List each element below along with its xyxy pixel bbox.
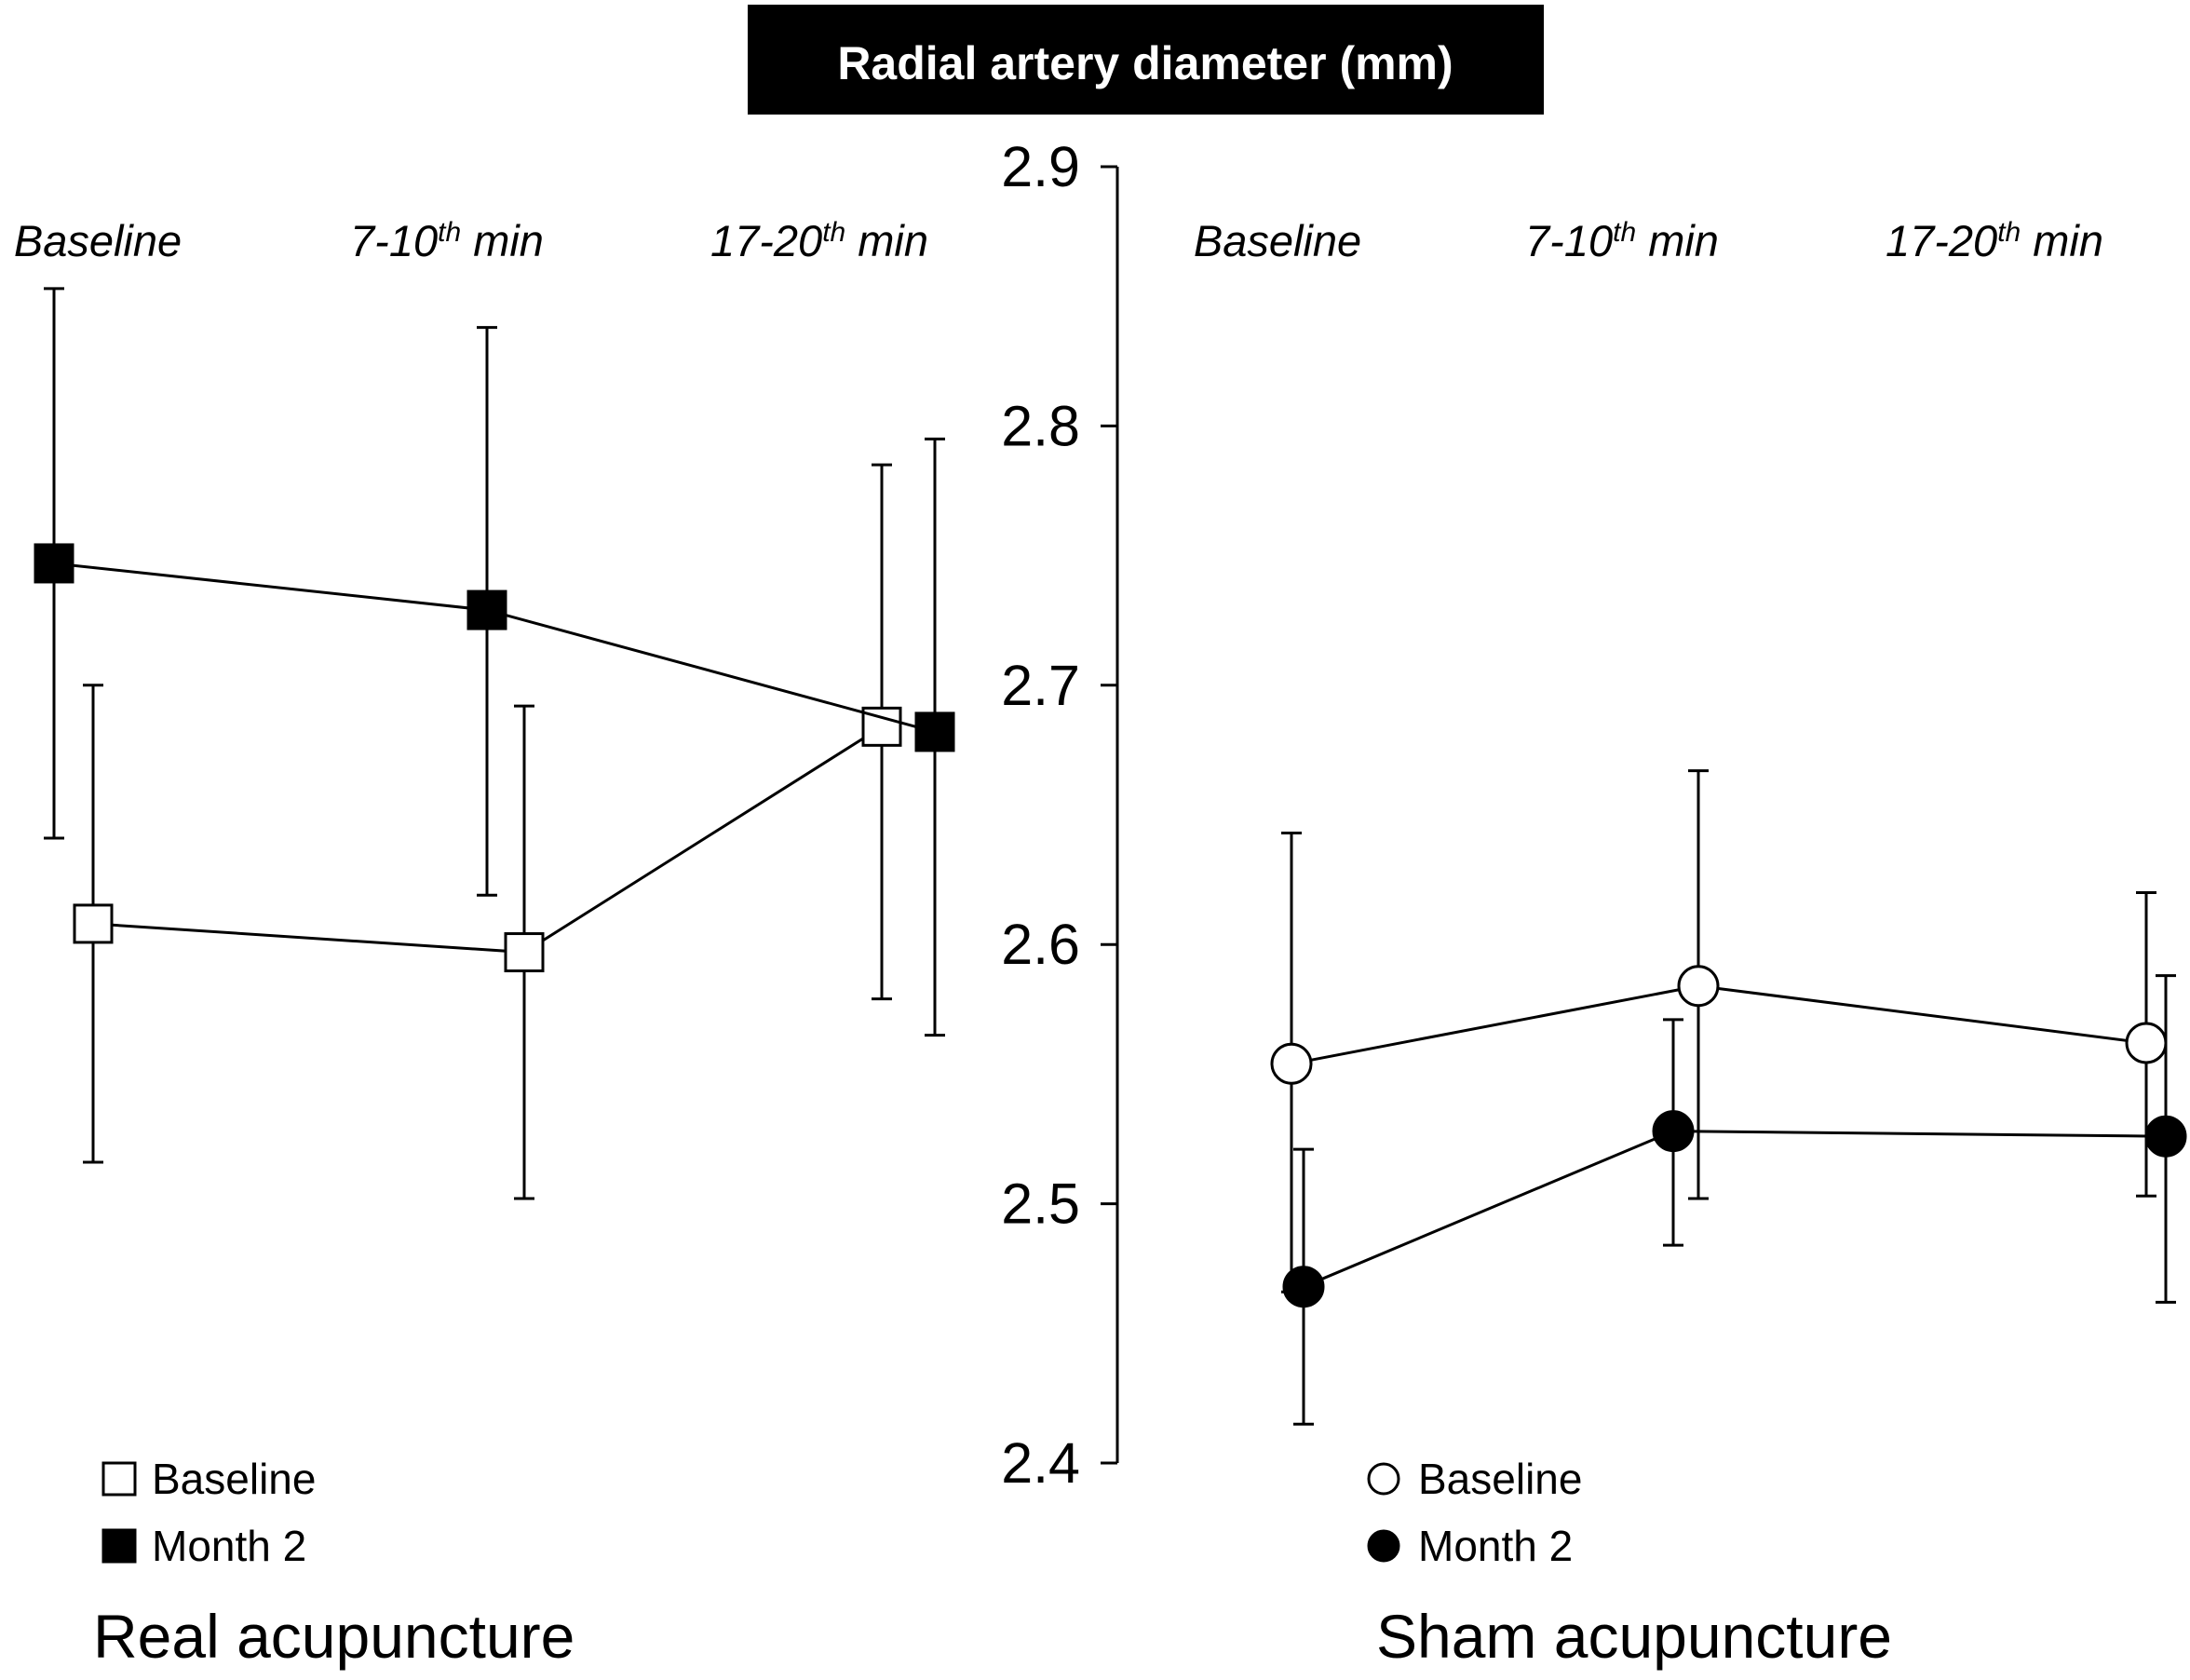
y-tick-label: 2.8	[1001, 394, 1080, 457]
timepoint-label-base: Baseline	[1194, 216, 1361, 265]
data-point	[1282, 1266, 1325, 1308]
timepoint-label-base: 17-20	[710, 216, 822, 265]
data-point	[914, 711, 955, 752]
y-tick-label: 2.9	[1001, 135, 1080, 198]
timepoint-label-sup: th	[822, 217, 845, 248]
timepoint-label-base: 17-20	[1886, 216, 1997, 265]
timepoint-label-suffix: min	[1636, 216, 1719, 265]
data-point	[504, 932, 545, 973]
timepoint-label: 7-10th min	[1525, 216, 1719, 265]
y-tick-label: 2.5	[1001, 1172, 1080, 1236]
data-point	[466, 589, 507, 630]
timepoint-label-sup: th	[438, 217, 461, 248]
series-month-2	[1282, 974, 2187, 1426]
timepoint-label-suffix: min	[845, 216, 928, 265]
timepoint-label-sup: th	[1613, 217, 1636, 248]
series-line	[1303, 1130, 2167, 1289]
legend-label: Month 2	[152, 1522, 306, 1570]
panel-title: Sham acupuncture	[1376, 1602, 1892, 1671]
title-box	[748, 5, 1544, 115]
series-line	[53, 562, 936, 734]
timepoint-label-base: 7-10	[1525, 216, 1613, 265]
timepoint-label-sup: th	[1997, 217, 2021, 248]
series-line	[1291, 984, 2147, 1065]
series-month-2	[34, 287, 955, 1037]
legend-label: Baseline	[1418, 1455, 1582, 1503]
legend-marker	[101, 1528, 137, 1564]
data-point	[2125, 1022, 2168, 1064]
data-point	[73, 903, 114, 944]
legend-marker	[1367, 1529, 1400, 1563]
y-tick-label: 2.7	[1001, 654, 1080, 717]
sham-acupuncture-panel: Baseline 7-10th min 17-20th minBaselineMon…	[1194, 216, 2187, 1671]
timepoint-label: Baseline	[1194, 216, 1361, 265]
timepoint-label-base: 7-10	[350, 216, 438, 265]
data-point	[2144, 1115, 2187, 1158]
timepoint-label-suffix: min	[461, 216, 544, 265]
panel-title: Real acupuncture	[93, 1602, 575, 1671]
timepoint-label: 17-20th min	[710, 216, 928, 265]
data-point	[1270, 1042, 1313, 1085]
data-point	[1652, 1110, 1695, 1153]
legend-label: Month 2	[1418, 1522, 1573, 1570]
legend-label: Baseline	[152, 1455, 316, 1503]
timepoint-label: Baseline	[14, 216, 182, 265]
timepoint-label-suffix: min	[2021, 216, 2103, 265]
data-point	[1677, 965, 1720, 1008]
series-baseline	[1270, 769, 2168, 1294]
y-axis: 2.4 2.5 2.6 2.7 2.8 2.9	[1001, 135, 1119, 1495]
timepoint-label: 7-10th min	[350, 216, 544, 265]
timepoint-label: 17-20th min	[1886, 216, 2103, 265]
real-acupuncture-panel: Baseline 7-10th min 17-20th minBaselineMon…	[14, 216, 955, 1671]
data-point	[34, 543, 74, 584]
chart-title: Radial artery diameter (mm)	[837, 37, 1453, 89]
timepoint-label-base: Baseline	[14, 216, 182, 265]
legend-marker	[101, 1461, 137, 1497]
legend-marker	[1367, 1462, 1400, 1496]
y-tick-label: 2.6	[1001, 913, 1080, 976]
y-tick-label: 2.4	[1001, 1431, 1080, 1495]
